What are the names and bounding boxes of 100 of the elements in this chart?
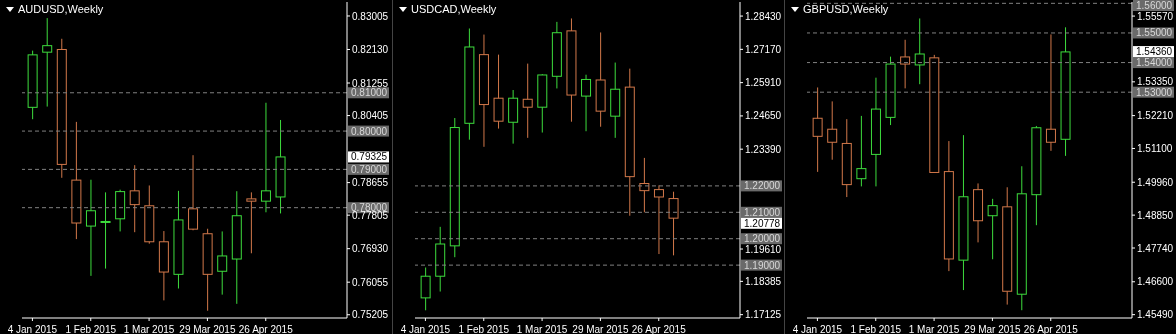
candlestick <box>115 189 126 232</box>
candlestick <box>987 198 998 260</box>
text: 0.79325 <box>351 151 388 163</box>
y-tick-label: 1.23390 <box>745 143 782 155</box>
candlestick <box>827 100 838 161</box>
candlestick <box>566 17 577 123</box>
chart-title: AUDUSD,Weekly <box>18 3 104 15</box>
x-tick-label: 1 Mar 2015 <box>516 324 568 334</box>
candlestick <box>624 68 635 217</box>
candlestick <box>653 184 664 255</box>
candlestick <box>639 157 650 213</box>
candlestick <box>85 179 96 277</box>
candlestick <box>1060 26 1071 157</box>
y-tick-label: 0.76930 <box>352 243 389 255</box>
y-tick-label: 1.52210 <box>1137 110 1174 122</box>
y-tick-label: 1.47740 <box>1137 242 1174 254</box>
x-tick-label: 4 Jan 2015 <box>7 324 58 334</box>
candlestick <box>581 74 592 132</box>
candlestick <box>449 117 460 258</box>
text: 1.54360 <box>1136 46 1173 58</box>
candlestick <box>100 191 111 270</box>
y-tick-label: 0.82130 <box>352 44 389 56</box>
candlestick <box>56 38 67 179</box>
candlestick <box>1002 186 1013 306</box>
candlestick <box>173 190 184 290</box>
candlestick <box>144 184 155 245</box>
candlestick <box>610 62 621 139</box>
candlestick <box>464 27 475 141</box>
candlestick <box>435 226 446 293</box>
ref-line-label: 1.19000 <box>744 259 781 271</box>
x-tick-label: 1 Feb 2015 <box>65 324 117 334</box>
y-tick-label: 1.19610 <box>745 243 782 255</box>
candlestick <box>522 63 533 139</box>
candlestick <box>71 121 82 240</box>
candlestick <box>841 118 852 198</box>
candlestick <box>275 119 286 214</box>
x-tick-label: 29 Mar 2015 <box>572 324 629 334</box>
ref-line-label: 1.55000 <box>1136 27 1173 39</box>
ref-line-label: 0.79000 <box>351 163 388 175</box>
x-tick-label: 29 Mar 2015 <box>964 324 1021 334</box>
y-tick-label: 0.80405 <box>352 110 389 122</box>
y-tick-label: 0.75205 <box>352 309 389 321</box>
ref-line-label: 0.81000 <box>351 87 388 99</box>
x-tick-label: 29 Mar 2015 <box>179 324 236 334</box>
y-tick-label: 1.17125 <box>745 309 782 321</box>
candlestick <box>260 102 271 213</box>
y-tick-label: 1.24650 <box>745 110 782 122</box>
y-tick-label: 0.78655 <box>352 177 389 189</box>
x-tick-label: 4 Jan 2015 <box>792 324 843 334</box>
ref-line-label: 0.80000 <box>351 125 388 137</box>
x-tick-label: 1 Feb 2015 <box>458 324 510 334</box>
x-tick-label: 1 Feb 2015 <box>850 324 902 334</box>
candlestick <box>42 17 53 108</box>
candlestick <box>668 191 679 256</box>
y-tick-label: 1.46600 <box>1137 276 1174 288</box>
y-tick-label: 0.81255 <box>352 77 389 89</box>
ref-line-label: 1.20000 <box>744 233 781 245</box>
y-tick-label: 0.83005 <box>352 10 389 22</box>
ref-line-label: 1.54000 <box>1136 57 1173 69</box>
x-tick-label: 4 Jan 2015 <box>400 324 451 334</box>
candlestick <box>812 86 823 173</box>
candlestick <box>551 21 562 89</box>
y-tick-label: 1.48850 <box>1137 209 1174 221</box>
x-tick-label: 1 Mar 2015 <box>908 324 960 334</box>
ref-line-label: 1.56000 <box>1136 0 1173 11</box>
ref-line-label: 1.22000 <box>744 180 781 192</box>
candlestick <box>231 190 242 305</box>
ref-line-label: 1.53000 <box>1136 86 1173 98</box>
candlestick <box>595 31 606 128</box>
candlestick <box>914 17 925 85</box>
candlestick <box>1016 165 1027 311</box>
candlestick <box>508 89 519 145</box>
candlestick <box>958 134 969 291</box>
candlestick <box>856 115 867 187</box>
text: 1.20778 <box>744 217 781 229</box>
candlestick <box>973 182 984 243</box>
candlestick <box>478 34 489 148</box>
ref-line-label: 1.21000 <box>744 206 781 218</box>
y-tick-label: 1.25910 <box>745 77 782 89</box>
candlestick <box>188 154 199 230</box>
y-tick-label: 1.18385 <box>745 275 782 287</box>
y-tick-label: 1.49960 <box>1137 176 1174 188</box>
candlestick <box>1045 33 1056 152</box>
candlestick <box>217 230 228 296</box>
candlestick <box>202 228 213 312</box>
chart-title: GBPUSD,Weekly <box>803 3 889 15</box>
y-tick-label: 1.55570 <box>1137 10 1174 22</box>
candlestick <box>537 74 548 134</box>
y-tick-label: 1.45490 <box>1137 309 1174 321</box>
candlestick <box>493 54 504 130</box>
candlestick <box>900 39 911 89</box>
y-tick-label: 1.27170 <box>745 43 782 55</box>
chart-title: USDCAD,Weekly <box>411 3 497 15</box>
y-tick-label: 1.28430 <box>745 10 782 22</box>
candlestick <box>246 191 257 254</box>
candlestick <box>420 267 431 311</box>
candlestick <box>129 164 140 233</box>
y-tick-label: 1.51100 <box>1137 143 1173 155</box>
x-tick-label: 1 Mar 2015 <box>123 324 175 334</box>
candlestick <box>1031 125 1042 226</box>
